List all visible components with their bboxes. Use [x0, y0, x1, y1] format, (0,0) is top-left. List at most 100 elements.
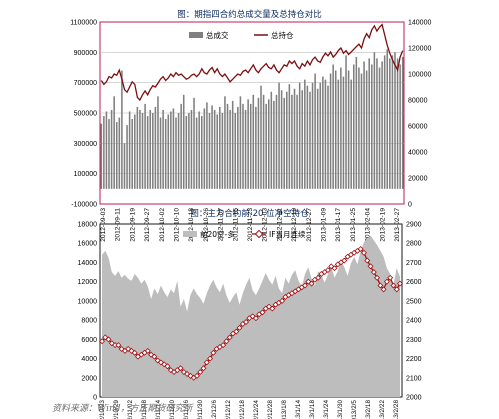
right-tick-label: 2600 — [406, 279, 422, 286]
x-tick-label: 2012/11/02 — [127, 400, 134, 419]
x-tick-label: 2013-01-09 — [321, 208, 328, 242]
volume-bar — [159, 117, 162, 189]
if-marker — [269, 305, 276, 312]
volume-bar — [278, 82, 280, 189]
if-marker — [315, 274, 322, 281]
left-tick-label: 18000 — [78, 222, 98, 229]
if-marker — [233, 328, 240, 335]
volume-bar — [200, 116, 203, 189]
volume-bar — [249, 103, 252, 189]
right-tick-label: 2100 — [406, 375, 422, 382]
x-tick-label: 2013/1/24 — [323, 400, 330, 419]
x-tick-label: 2013-02-27 — [394, 208, 401, 242]
if-marker — [177, 365, 184, 372]
if-marker — [99, 338, 106, 345]
x-tick-label: 2012/11/26 — [183, 400, 190, 419]
if-marker — [131, 349, 138, 356]
right-tick-label: 80000 — [408, 98, 428, 105]
left-tick-label: 0 — [93, 395, 97, 402]
volume-bar — [203, 108, 206, 189]
volume-bar — [164, 119, 167, 189]
volume-bar — [329, 73, 332, 189]
if-marker — [207, 355, 214, 362]
volume-bar — [180, 103, 182, 189]
volume-bar — [103, 116, 105, 189]
volume-bar — [211, 105, 213, 189]
volume-bar — [298, 82, 301, 189]
right-tick-label: 100000 — [408, 72, 431, 79]
x-tick-label: 2013/2/22 — [379, 400, 386, 419]
volume-bar — [123, 143, 126, 189]
chart2-if-markers — [99, 246, 403, 381]
volume-bar — [358, 67, 360, 189]
volume-bar — [139, 109, 141, 189]
volume-bar — [242, 103, 244, 189]
right-tick-label: 2000 — [406, 395, 422, 402]
volume-bar — [296, 94, 298, 189]
volume-bar — [126, 125, 128, 189]
left-tick-label: 300000 — [74, 141, 97, 148]
x-tick-label: 2013-02-19 — [379, 208, 386, 242]
left-tick-label: 1100000 — [70, 20, 97, 27]
volume-bar — [198, 111, 200, 189]
x-tick-label: 2012-10-02 — [159, 208, 166, 242]
if-marker — [383, 278, 390, 285]
if-marker — [370, 269, 377, 276]
if-marker — [341, 257, 348, 264]
chart2-x-axis: 2012/10/23 2012/10/29 2012/11/02 2012/11/08… — [99, 400, 400, 419]
left-tick-label: 12000 — [78, 279, 98, 286]
x-tick-label: 2012/12/12 — [225, 400, 232, 419]
chart1-legend: 总成交 总持仓 — [189, 30, 294, 40]
legend-marker-if — [254, 229, 264, 239]
right-tick-label: 60000 — [408, 124, 428, 131]
left-tick-label: 900000 — [74, 50, 97, 57]
volume-bar — [334, 70, 337, 189]
volume-bar — [319, 82, 322, 189]
x-tick-label: 2012-12-03 — [262, 208, 269, 242]
volume-bar — [345, 55, 347, 189]
if-marker — [331, 265, 338, 272]
x-tick-label: 2012-10-18 — [188, 208, 195, 242]
right-tick-label: 40000 — [408, 150, 428, 157]
volume-bar — [219, 106, 221, 189]
if-marker — [151, 353, 158, 360]
volume-bar — [275, 94, 278, 189]
volume-bar — [128, 111, 131, 189]
volume-bar — [365, 70, 368, 189]
volume-bar — [213, 109, 216, 189]
chart1-open-interest-line — [100, 23, 404, 102]
right-tick-label: 2800 — [406, 241, 422, 248]
volume-bar — [371, 64, 373, 189]
if-marker — [220, 342, 227, 349]
left-tick-label: 10000 — [78, 298, 98, 305]
left-tick-label: 6000 — [81, 337, 97, 344]
volume-bar — [301, 90, 304, 189]
if-marker — [302, 282, 308, 289]
x-tick-label: 2012/10/23 — [99, 400, 106, 419]
if-marker — [324, 267, 331, 274]
source-note: 资料来源：Wind，方正期货研究所 — [52, 404, 193, 414]
volume-bar — [146, 116, 149, 189]
volume-bar — [252, 94, 255, 189]
x-tick-label: 2013-02-04 — [365, 208, 372, 242]
x-tick-label: 2012-09-27 — [144, 208, 151, 242]
legend-label-volume: 总成交 — [206, 30, 229, 40]
volume-bar — [121, 70, 123, 189]
x-tick-label: 2012/10/29 — [113, 400, 120, 419]
if-marker — [197, 369, 204, 376]
if-marker — [115, 342, 122, 349]
volume-bar — [167, 114, 170, 189]
legend-swatch-volume — [189, 32, 203, 38]
volume-bar — [316, 88, 319, 189]
if-marker — [397, 280, 403, 287]
volume-bar — [136, 106, 139, 189]
left-tick-label: 16000 — [78, 241, 98, 248]
volume-bar — [304, 79, 306, 189]
volume-bar — [260, 85, 262, 189]
x-tick-label: 2013-01-25 — [350, 208, 357, 242]
x-tick-label: 2013/2/18 — [365, 400, 372, 419]
volume-bar — [306, 85, 309, 189]
volume-bar — [373, 52, 376, 189]
volume-bar — [185, 116, 188, 189]
